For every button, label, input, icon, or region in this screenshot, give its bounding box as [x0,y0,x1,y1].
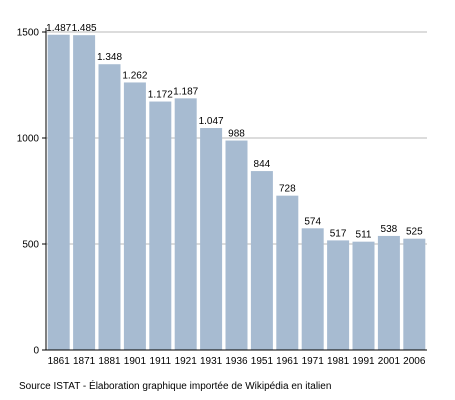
bar-2001 [377,235,400,350]
bar-1971 [301,228,324,350]
data-label: 511 [356,230,372,241]
bar-1911 [149,101,172,350]
bar-1981 [327,240,350,350]
bar-1991 [352,241,375,350]
data-label: 538 [381,224,398,235]
data-label: 1.047 [199,116,224,127]
bar-2006 [403,238,426,350]
data-label: 1.485 [72,23,97,34]
x-tick-label: 2006 [403,356,426,367]
bar-1931 [200,128,223,350]
x-tick-label: 1921 [175,356,198,367]
bar-1921 [174,98,197,350]
x-tick-label: 1861 [48,356,71,367]
x-tick-label: 1901 [124,356,147,367]
data-label: 1.348 [97,52,122,63]
bar-1951 [250,171,273,350]
bar-1881 [98,64,121,350]
bar-1901 [123,82,146,351]
x-tick-label: 1981 [327,356,350,367]
x-tick-label: 1936 [225,356,248,367]
x-tick-label: 1991 [352,356,375,367]
bars [47,34,426,351]
x-tick-label: 1971 [302,356,325,367]
x-tick-label: 1951 [251,356,274,367]
y-tick-label: 0 [33,346,39,357]
y-tick-label: 1500 [17,28,40,39]
data-label: 574 [304,216,321,227]
bar-1871 [73,35,96,351]
data-label: 1.487 [46,23,71,34]
data-label: 525 [406,227,423,238]
x-tick-label: 1961 [276,356,299,367]
data-label: 1.172 [148,90,173,101]
y-tick-labels: 0 500 1000 1500 [17,28,40,357]
x-tick-labels: 1861 1871 1881 1901 1911 1921 1931 1936 1951 1961… [48,356,426,367]
data-label: 1.262 [122,70,147,81]
data-label: 1.187 [173,86,198,97]
axes [42,28,427,351]
x-tick-label: 1911 [150,356,172,367]
data-label: 517 [330,228,347,239]
bar-1861 [47,34,70,350]
data-label: 844 [254,159,271,170]
source-note: Source ISTAT - Élaboration graphique imp… [19,381,332,392]
x-tick-label: 1931 [200,356,223,367]
x-tick-label: 1871 [73,356,96,367]
data-label: 988 [228,129,245,140]
x-tick-label: 2001 [378,356,401,367]
data-label: 728 [279,184,296,195]
x-tick-label: 1881 [98,356,121,367]
bar-1936 [225,140,248,350]
y-tick-label: 500 [22,240,39,251]
y-tick-label: 1000 [17,134,40,145]
bar-1961 [276,195,299,350]
